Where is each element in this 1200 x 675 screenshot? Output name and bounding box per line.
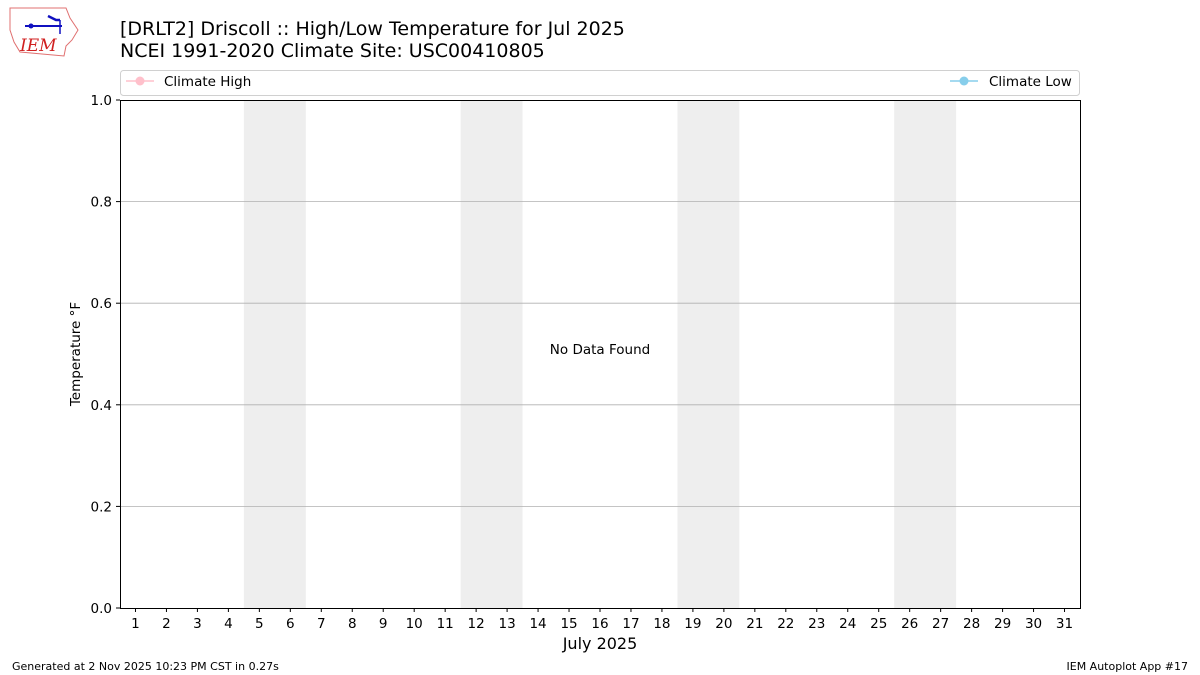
x-tick-label: 24	[839, 616, 856, 632]
x-tick-label: 3	[193, 616, 202, 632]
legend-item-climate-low: Climate Low	[950, 74, 1072, 90]
x-tick-label: 21	[746, 616, 763, 632]
svg-text:IEM: IEM	[19, 36, 57, 56]
x-tick-label: 26	[901, 616, 918, 632]
x-tick-label: 15	[560, 616, 577, 632]
chart-title-line1: [DRLT2] Driscoll :: High/Low Temperature…	[120, 18, 625, 40]
x-tick-label: 23	[808, 616, 825, 632]
weekend-band	[460, 100, 523, 608]
x-tick-label: 4	[224, 616, 233, 632]
gridlines	[120, 201, 1080, 507]
no-data-annotation: No Data Found	[550, 342, 650, 358]
x-tick-label: 12	[468, 616, 485, 632]
x-tick-label: 6	[286, 616, 295, 632]
weekend-band	[894, 100, 957, 608]
y-tick-label: 1.0	[91, 93, 112, 109]
footer-app: IEM Autoplot App #17	[1067, 660, 1189, 673]
x-tick-label: 5	[255, 616, 264, 632]
iem-logo: IEM	[9, 7, 79, 57]
x-tick-label: 20	[715, 616, 732, 632]
x-tick-label: 2	[162, 616, 171, 632]
x-tick-label: 13	[499, 616, 516, 632]
y-tick-label: 0.0	[91, 601, 112, 617]
footer-generated: Generated at 2 Nov 2025 10:23 PM CST in …	[12, 660, 279, 673]
chart-title-line2: NCEI 1991-2020 Climate Site: USC00410805	[120, 40, 545, 62]
svg-text:Climate Low: Climate Low	[989, 74, 1072, 90]
x-tick-label: 25	[870, 616, 887, 632]
x-tick-label: 8	[348, 616, 357, 632]
x-tick-label: 14	[529, 616, 546, 632]
legend-item-climate-high: Climate High	[126, 74, 251, 90]
x-tick-label: 31	[1056, 616, 1073, 632]
x-tick-label: 17	[622, 616, 639, 632]
y-tick-label: 0.8	[91, 195, 112, 211]
x-tick-label: 28	[963, 616, 980, 632]
x-tick-label: 29	[994, 616, 1011, 632]
weekend-band	[243, 100, 306, 608]
svg-text:Climate High: Climate High	[164, 74, 251, 90]
x-tick-label: 16	[591, 616, 608, 632]
y-axis: 0.0 0.2 0.4 0.6 0.8 1.0	[91, 93, 120, 617]
x-axis: 1 2 3 4 5 6 7 8 9 10 11 12 13 14 15 16 17 18 19 20 21 22 23 24 2…	[131, 608, 1073, 632]
x-tick-label: 1	[131, 616, 140, 632]
legend: Climate High Climate Low	[120, 70, 1080, 96]
x-tick-label: 18	[653, 616, 670, 632]
y-tick-label: 0.6	[91, 296, 112, 312]
x-tick-label: 7	[317, 616, 326, 632]
y-axis-label: Temperature °F	[68, 302, 84, 407]
x-tick-label: 30	[1025, 616, 1042, 632]
weekend-bands	[243, 100, 957, 608]
x-tick-label: 27	[932, 616, 949, 632]
weekend-band	[677, 100, 740, 608]
x-tick-label: 22	[777, 616, 794, 632]
y-tick-label: 0.4	[91, 398, 112, 414]
y-tick-label: 0.2	[91, 499, 112, 515]
x-tick-label: 9	[379, 616, 388, 632]
x-tick-label: 11	[437, 616, 454, 632]
x-axis-label: July 2025	[562, 634, 638, 653]
x-tick-label: 10	[406, 616, 423, 632]
x-tick-label: 19	[684, 616, 701, 632]
